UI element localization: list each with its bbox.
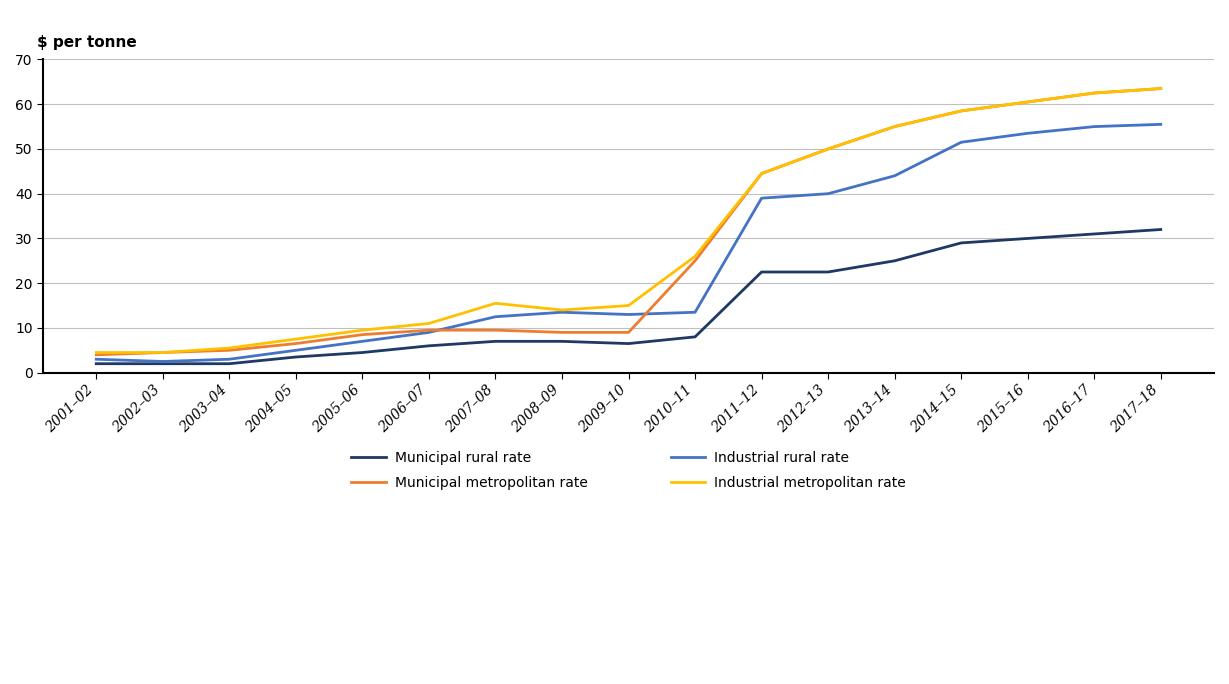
- Industrial rural rate: [688, 308, 703, 317]
- Industrial rural rate: [954, 138, 968, 146]
- Municipal metropolitan rate: [755, 170, 769, 178]
- Industrial metropolitan rate: [887, 122, 902, 131]
- Municipal metropolitan rate: [155, 348, 170, 356]
- Line: Municipal metropolitan rate: Municipal metropolitan rate: [96, 88, 1160, 355]
- Municipal rural rate: [1020, 235, 1035, 243]
- Municipal metropolitan rate: [821, 145, 836, 153]
- Municipal rural rate: [1086, 230, 1101, 238]
- Industrial rural rate: [1153, 120, 1168, 129]
- Industrial metropolitan rate: [1020, 98, 1035, 106]
- Municipal metropolitan rate: [621, 328, 635, 337]
- Industrial rural rate: [821, 189, 836, 198]
- Line: Industrial rural rate: Industrial rural rate: [96, 124, 1160, 361]
- Industrial metropolitan rate: [155, 348, 170, 356]
- Municipal rural rate: [755, 268, 769, 276]
- Municipal rural rate: [488, 337, 503, 345]
- Industrial rural rate: [488, 313, 503, 321]
- Industrial metropolitan rate: [222, 344, 237, 352]
- Industrial metropolitan rate: [1153, 84, 1168, 92]
- Municipal rural rate: [88, 360, 103, 368]
- Municipal rural rate: [355, 348, 370, 356]
- Industrial metropolitan rate: [88, 348, 103, 356]
- Industrial rural rate: [222, 355, 237, 363]
- Municipal metropolitan rate: [422, 326, 436, 334]
- Municipal rural rate: [887, 256, 902, 265]
- Line: Municipal rural rate: Municipal rural rate: [96, 230, 1160, 364]
- Municipal rural rate: [621, 339, 635, 347]
- Industrial rural rate: [422, 328, 436, 337]
- Industrial metropolitan rate: [755, 170, 769, 178]
- Municipal metropolitan rate: [1153, 84, 1168, 92]
- Municipal rural rate: [688, 332, 703, 341]
- Industrial rural rate: [621, 311, 635, 319]
- Municipal metropolitan rate: [222, 346, 237, 354]
- Municipal metropolitan rate: [554, 328, 569, 337]
- Industrial metropolitan rate: [1086, 89, 1101, 97]
- Industrial rural rate: [1020, 129, 1035, 137]
- Municipal rural rate: [222, 360, 237, 368]
- Industrial rural rate: [88, 355, 103, 363]
- Municipal metropolitan rate: [688, 256, 703, 265]
- Municipal metropolitan rate: [488, 326, 503, 334]
- Industrial rural rate: [887, 172, 902, 180]
- Municipal rural rate: [554, 337, 569, 345]
- Municipal metropolitan rate: [954, 107, 968, 115]
- Industrial rural rate: [355, 337, 370, 345]
- Industrial metropolitan rate: [688, 252, 703, 261]
- Industrial metropolitan rate: [422, 319, 436, 328]
- Text: $ per tonne: $ per tonne: [37, 35, 136, 50]
- Municipal rural rate: [422, 342, 436, 350]
- Industrial metropolitan rate: [621, 302, 635, 310]
- Municipal rural rate: [821, 268, 836, 276]
- Industrial metropolitan rate: [289, 335, 304, 343]
- Municipal rural rate: [155, 360, 170, 368]
- Industrial rural rate: [155, 357, 170, 365]
- Industrial rural rate: [755, 194, 769, 202]
- Municipal rural rate: [289, 353, 304, 361]
- Industrial rural rate: [554, 308, 569, 317]
- Municipal rural rate: [954, 239, 968, 247]
- Line: Industrial metropolitan rate: Industrial metropolitan rate: [96, 88, 1160, 352]
- Municipal metropolitan rate: [1020, 98, 1035, 106]
- Municipal metropolitan rate: [88, 351, 103, 359]
- Industrial metropolitan rate: [821, 145, 836, 153]
- Industrial metropolitan rate: [954, 107, 968, 115]
- Municipal metropolitan rate: [1086, 89, 1101, 97]
- Industrial metropolitan rate: [488, 299, 503, 307]
- Industrial metropolitan rate: [355, 326, 370, 334]
- Industrial rural rate: [1086, 122, 1101, 131]
- Municipal rural rate: [1153, 226, 1168, 234]
- Industrial rural rate: [289, 346, 304, 354]
- Legend: Municipal rural rate, Municipal metropolitan rate, Industrial rural rate, Indust: Municipal rural rate, Municipal metropol…: [344, 444, 912, 497]
- Municipal metropolitan rate: [887, 122, 902, 131]
- Municipal metropolitan rate: [289, 339, 304, 347]
- Municipal metropolitan rate: [355, 330, 370, 339]
- Industrial metropolitan rate: [554, 306, 569, 314]
